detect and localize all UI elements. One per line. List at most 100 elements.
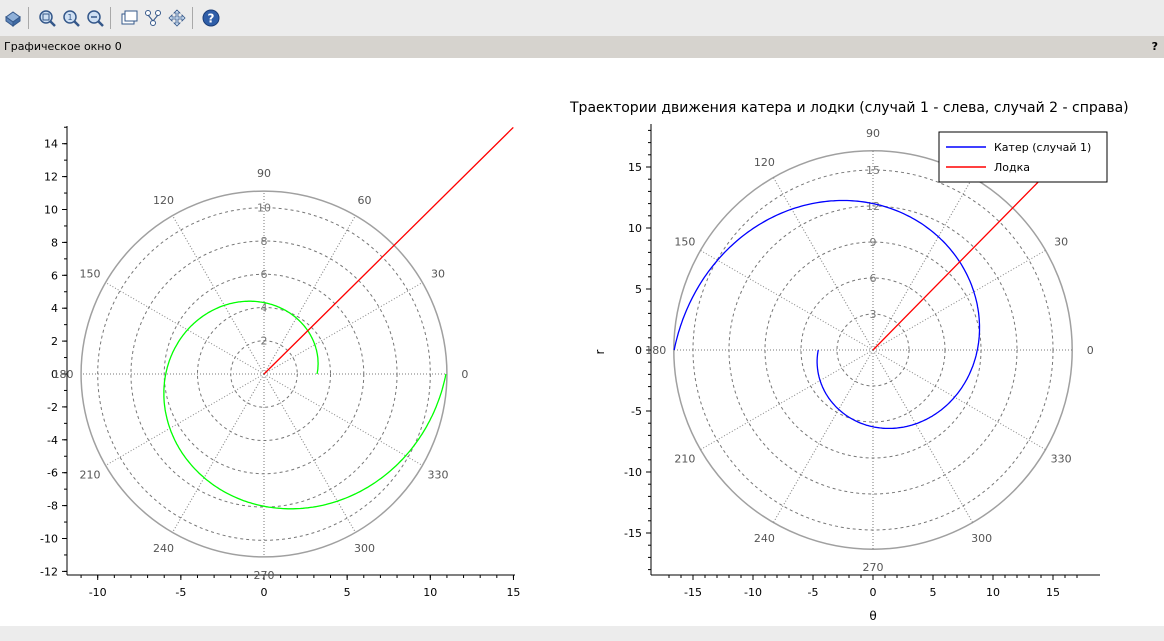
radial-label: 9: [870, 236, 877, 249]
x-tick-label: -5: [175, 586, 186, 599]
polar-grid-spoke: [772, 349, 874, 523]
series-line-2: [872, 168, 1052, 351]
legend-box: [938, 131, 1108, 183]
angle-label: 330: [1051, 453, 1072, 466]
window-titlebar: Графическое окно 0 ?: [0, 36, 1164, 58]
zoom-out-icon[interactable]: [86, 9, 104, 27]
angle-label: 120: [153, 194, 174, 207]
y-tick-label: 10: [628, 222, 642, 235]
polar-grid-spoke: [263, 215, 356, 375]
legend-label: Катер (случай 1): [994, 141, 1091, 154]
angle-label: 240: [754, 532, 775, 545]
y-tick-label: -10: [624, 466, 642, 479]
polar-grid-spoke: [872, 349, 1046, 451]
x-tick-label: -10: [744, 586, 762, 599]
y-tick-label: 15: [628, 161, 642, 174]
x-tick-label: 0: [261, 586, 268, 599]
y-tick-label: 8: [51, 236, 58, 249]
window-help-button[interactable]: ?: [1151, 40, 1158, 53]
toolbar-separator: [192, 7, 193, 29]
graphic-canvas[interactable]: -10-505101514121086420-2-4-6-8-10-122468…: [0, 58, 1164, 626]
pan-icon[interactable]: [168, 9, 186, 27]
polar-grid-spoke: [105, 373, 265, 466]
polar-grid-spoke: [263, 373, 356, 533]
angle-label: 150: [674, 235, 695, 248]
angle-label: 270: [863, 561, 884, 574]
x-tick-label: 10: [423, 586, 437, 599]
x-tick-label: 5: [930, 586, 937, 599]
angle-label: 0: [461, 368, 468, 381]
x-tick-label: 5: [344, 586, 351, 599]
x-tick-label: 10: [986, 586, 1000, 599]
angle-label: 90: [866, 127, 880, 140]
y-tick-label: -4: [47, 434, 58, 447]
y-tick-label: -2: [47, 401, 58, 414]
y-tick-label: -12: [40, 565, 58, 578]
datatip-icon[interactable]: [120, 9, 138, 27]
status-bar: [0, 626, 1164, 641]
polar-charts: -10-505101514121086420-2-4-6-8-10-122468…: [40, 100, 1129, 623]
polar-outer-circle: [80, 190, 448, 558]
polar-grid-spoke: [105, 282, 265, 375]
angle-label: 180: [53, 368, 74, 381]
x-tick-label: -5: [808, 586, 819, 599]
angle-label: 0: [1087, 344, 1094, 357]
x-tick-label: 15: [1046, 586, 1060, 599]
angle-label: 150: [79, 268, 100, 281]
y-tick-label: 14: [44, 138, 58, 151]
x-tick-label: 0: [870, 586, 877, 599]
x-tick-label: 15: [506, 586, 520, 599]
angle-label: 300: [354, 542, 375, 555]
y-tick-label: -6: [47, 467, 58, 480]
y-tick-label: 10: [44, 204, 58, 217]
y-tick-label: -8: [47, 500, 58, 513]
polar-grid-ring: [97, 207, 431, 541]
toolbar: 1 ?: [0, 0, 1164, 36]
angle-label: 240: [153, 542, 174, 555]
polar-grid-spoke: [700, 349, 874, 451]
y-tick-label: 4: [51, 302, 58, 315]
polar-outer-circle: [673, 150, 1073, 550]
polar-grid-spoke: [172, 215, 265, 375]
y-tick-label: 6: [51, 269, 58, 282]
y-tick-label: 0: [635, 344, 642, 357]
edit-icon[interactable]: [144, 9, 162, 27]
y-tick-label: 0: [51, 368, 58, 381]
chart-1: -10-505101514121086420-2-4-6-8-10-122468…: [40, 126, 520, 599]
series-line-1: [673, 199, 981, 430]
series-line-1: [163, 300, 447, 510]
polar-grid-spoke: [263, 373, 423, 466]
y-tick-label: -10: [40, 533, 58, 546]
polar-grid-spoke: [772, 177, 874, 351]
angle-label: 60: [357, 194, 371, 207]
angle-label: 330: [428, 468, 449, 481]
angle-label: 210: [79, 468, 100, 481]
angle-label: 210: [674, 453, 695, 466]
legend: Катер (случай 1) Лодка: [938, 131, 1108, 183]
angle-label: 120: [754, 156, 775, 169]
toolbar-separator: [28, 7, 29, 29]
rotate-icon[interactable]: [4, 9, 22, 27]
y-tick-label: 5: [635, 283, 642, 296]
x-tick-label: -15: [684, 586, 702, 599]
chart-2: -15-10-5051015151050-5-10-15369121503060…: [569, 100, 1129, 623]
series-line-2: [263, 126, 514, 375]
y-axis-label: r: [593, 349, 607, 354]
polar-grid-spoke: [872, 349, 974, 523]
chart-title: Траектории движения катера и лодки (случ…: [569, 100, 1129, 116]
svg-text:?: ?: [208, 12, 215, 26]
angle-label: 30: [1054, 235, 1068, 248]
angle-label: 90: [257, 167, 271, 180]
polar-grid-spoke: [872, 177, 974, 351]
zoom-in-icon[interactable]: 1: [62, 9, 80, 27]
x-tick-label: -10: [89, 586, 107, 599]
zoom-area-icon[interactable]: [38, 9, 56, 27]
help-icon[interactable]: ?: [202, 9, 220, 27]
polar-grid-spoke: [172, 373, 265, 533]
angle-label: 270: [254, 569, 275, 582]
polar-grid-spoke: [263, 282, 423, 375]
y-tick-label: -15: [624, 527, 642, 540]
angle-label: 30: [431, 268, 445, 281]
radial-label: 3: [870, 308, 877, 321]
y-tick-label: 12: [44, 171, 58, 184]
